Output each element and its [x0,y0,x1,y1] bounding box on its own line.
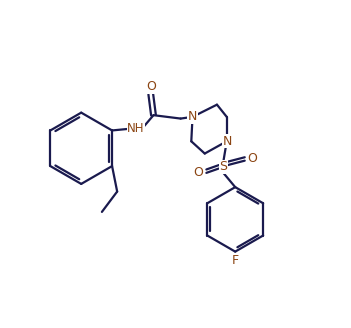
Text: O: O [247,153,258,165]
Text: F: F [232,254,239,267]
Text: S: S [219,160,227,173]
Text: O: O [146,80,156,93]
Text: NH: NH [127,122,145,135]
Text: N: N [188,111,197,123]
Text: O: O [194,166,204,179]
Text: N: N [223,135,232,148]
